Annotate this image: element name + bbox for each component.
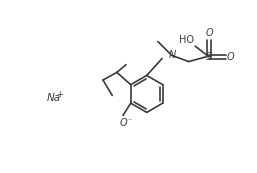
- Text: Na: Na: [47, 93, 61, 103]
- Text: O: O: [205, 29, 213, 38]
- Text: N: N: [168, 50, 176, 60]
- Text: HO: HO: [179, 35, 194, 45]
- Text: ⁻: ⁻: [128, 116, 132, 125]
- Text: O: O: [119, 118, 127, 128]
- Text: +: +: [56, 90, 63, 99]
- Text: S: S: [206, 52, 213, 62]
- Text: O: O: [227, 52, 234, 62]
